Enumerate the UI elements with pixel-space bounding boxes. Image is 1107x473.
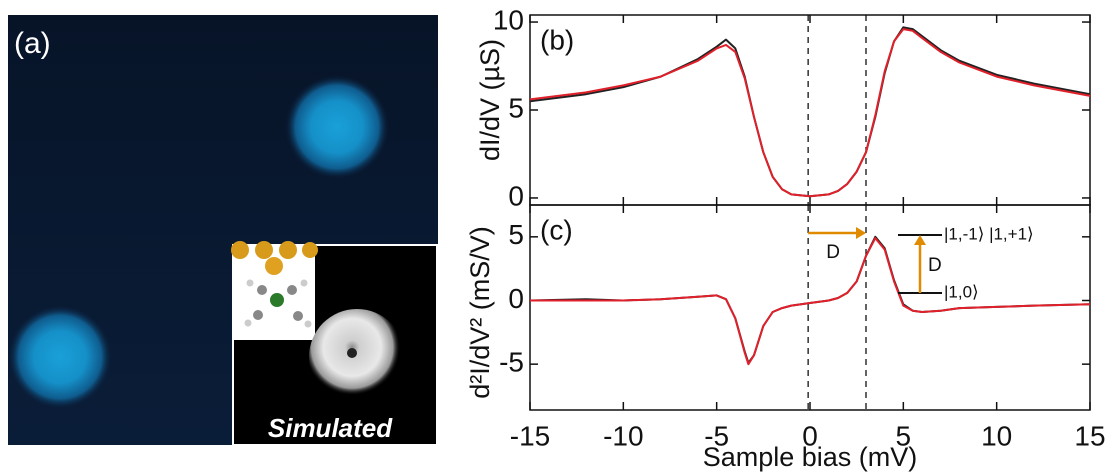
y-tick-label: 5 xyxy=(508,92,524,123)
x-tick-label: 10 xyxy=(981,420,1012,451)
atoms xyxy=(231,241,318,328)
data-line xyxy=(529,28,1091,198)
molecule-blob xyxy=(8,305,112,409)
inset-label: Simulated xyxy=(268,413,393,443)
data-line xyxy=(530,237,1091,366)
y-axis-label: dI/dV (µS) xyxy=(475,39,505,161)
x-tick-label: 5 xyxy=(896,420,912,451)
panel-label: (c) xyxy=(540,214,573,245)
molecule-blob xyxy=(285,75,389,179)
panel-label: (a) xyxy=(14,27,51,60)
simulated-center xyxy=(347,348,357,358)
x-tick-label: -10 xyxy=(603,420,643,451)
panel-label: (b) xyxy=(540,24,574,55)
y-tick-label: 10 xyxy=(493,4,524,35)
level-label: |1,-1⟩ |1,+1⟩ xyxy=(944,224,1034,243)
y-tick-label: 0 xyxy=(508,180,524,211)
gap-label: D xyxy=(928,255,942,276)
stm-image: (a) Simulated xyxy=(8,15,438,446)
plot-frame xyxy=(529,14,1091,206)
arrow-head xyxy=(856,227,866,239)
x-tick-label: -5 xyxy=(704,420,729,451)
data-line xyxy=(529,26,1091,198)
y-tick-label: -5 xyxy=(499,347,524,378)
simulated-image xyxy=(309,309,405,405)
x-axis-label: Sample bias (mV) xyxy=(703,442,918,472)
y-tick-label: 5 xyxy=(508,219,524,250)
x-tick-label: -15 xyxy=(510,420,550,451)
level-label: |1,0⟩ xyxy=(944,282,979,301)
y-tick-label: 0 xyxy=(508,283,524,314)
arrow-label: D xyxy=(826,242,840,263)
x-tick-label: 15 xyxy=(1074,420,1105,451)
x-tick-label: 0 xyxy=(802,420,818,451)
y-axis-label: d²I/dV² (mS/V) xyxy=(465,226,495,399)
arrow-head xyxy=(914,235,926,245)
